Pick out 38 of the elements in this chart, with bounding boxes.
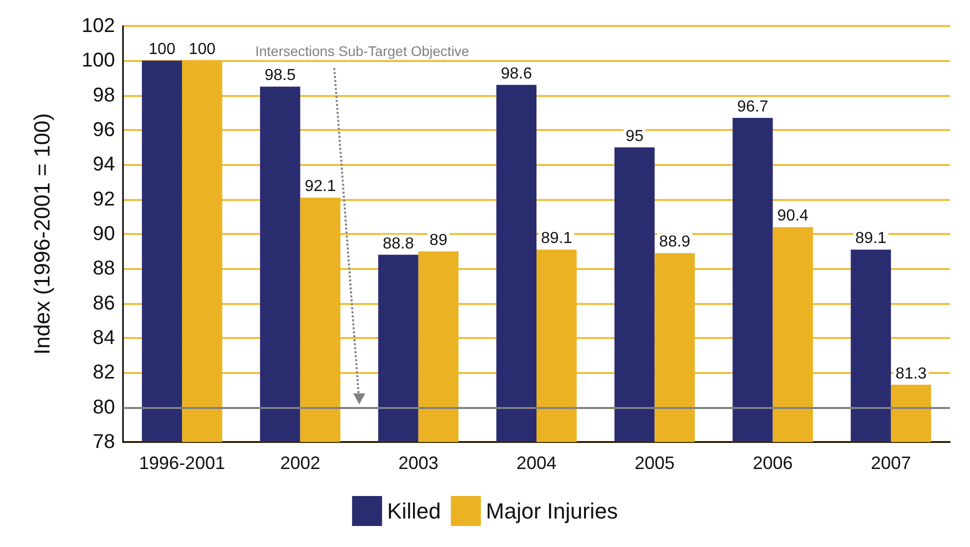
y-tick-label: 86 [92,292,115,314]
x-tick-label: 2003 [398,453,438,473]
x-tick-label: 1996-2001 [139,453,226,473]
y-axis-title: Index (1996-2001 = 100) [30,113,54,355]
legend-label: Killed [387,498,441,524]
data-label: 90.4 [777,208,809,225]
x-tick-label: 2006 [752,453,793,473]
data-label: 95 [626,128,644,145]
y-tick-label: 90 [92,223,115,245]
data-label: 81.3 [895,365,927,382]
x-tick-label: 2005 [634,453,675,473]
data-label: 98.6 [500,65,532,82]
ref-line-label: Intersections Sub-Target Objective [255,43,470,59]
y-tick-label: 96 [92,119,115,141]
data-label: 89.1 [541,230,572,248]
legend-label: Major Injuries [486,498,618,524]
y-tick-label: 82 [92,362,115,384]
data-label: 89 [430,232,448,249]
y-tick-label: 100 [82,50,115,72]
y-tick-label: 88 [92,258,115,280]
x-tick-label: 2004 [516,453,557,473]
data-label: 89.1 [855,230,887,248]
data-label: 100 [188,41,216,58]
y-tick-label: 84 [92,327,115,349]
data-label: 98.5 [264,67,296,84]
y-tick-label: 80 [92,396,115,418]
y-tick-label: 98 [92,84,115,106]
data-label: 100 [148,41,176,58]
x-tick-label: 2002 [280,453,320,473]
y-tick-label: 94 [92,154,115,176]
data-label: 88.8 [382,235,414,252]
y-tick-label: 92 [92,188,115,210]
y-tick-label: 102 [82,15,115,37]
data-label: 96.7 [737,98,768,116]
x-tick-label: 2007 [870,453,911,473]
y-tick-label: 78 [92,431,115,453]
data-label: 92.1 [304,178,336,196]
data-label: 88.9 [659,234,690,251]
